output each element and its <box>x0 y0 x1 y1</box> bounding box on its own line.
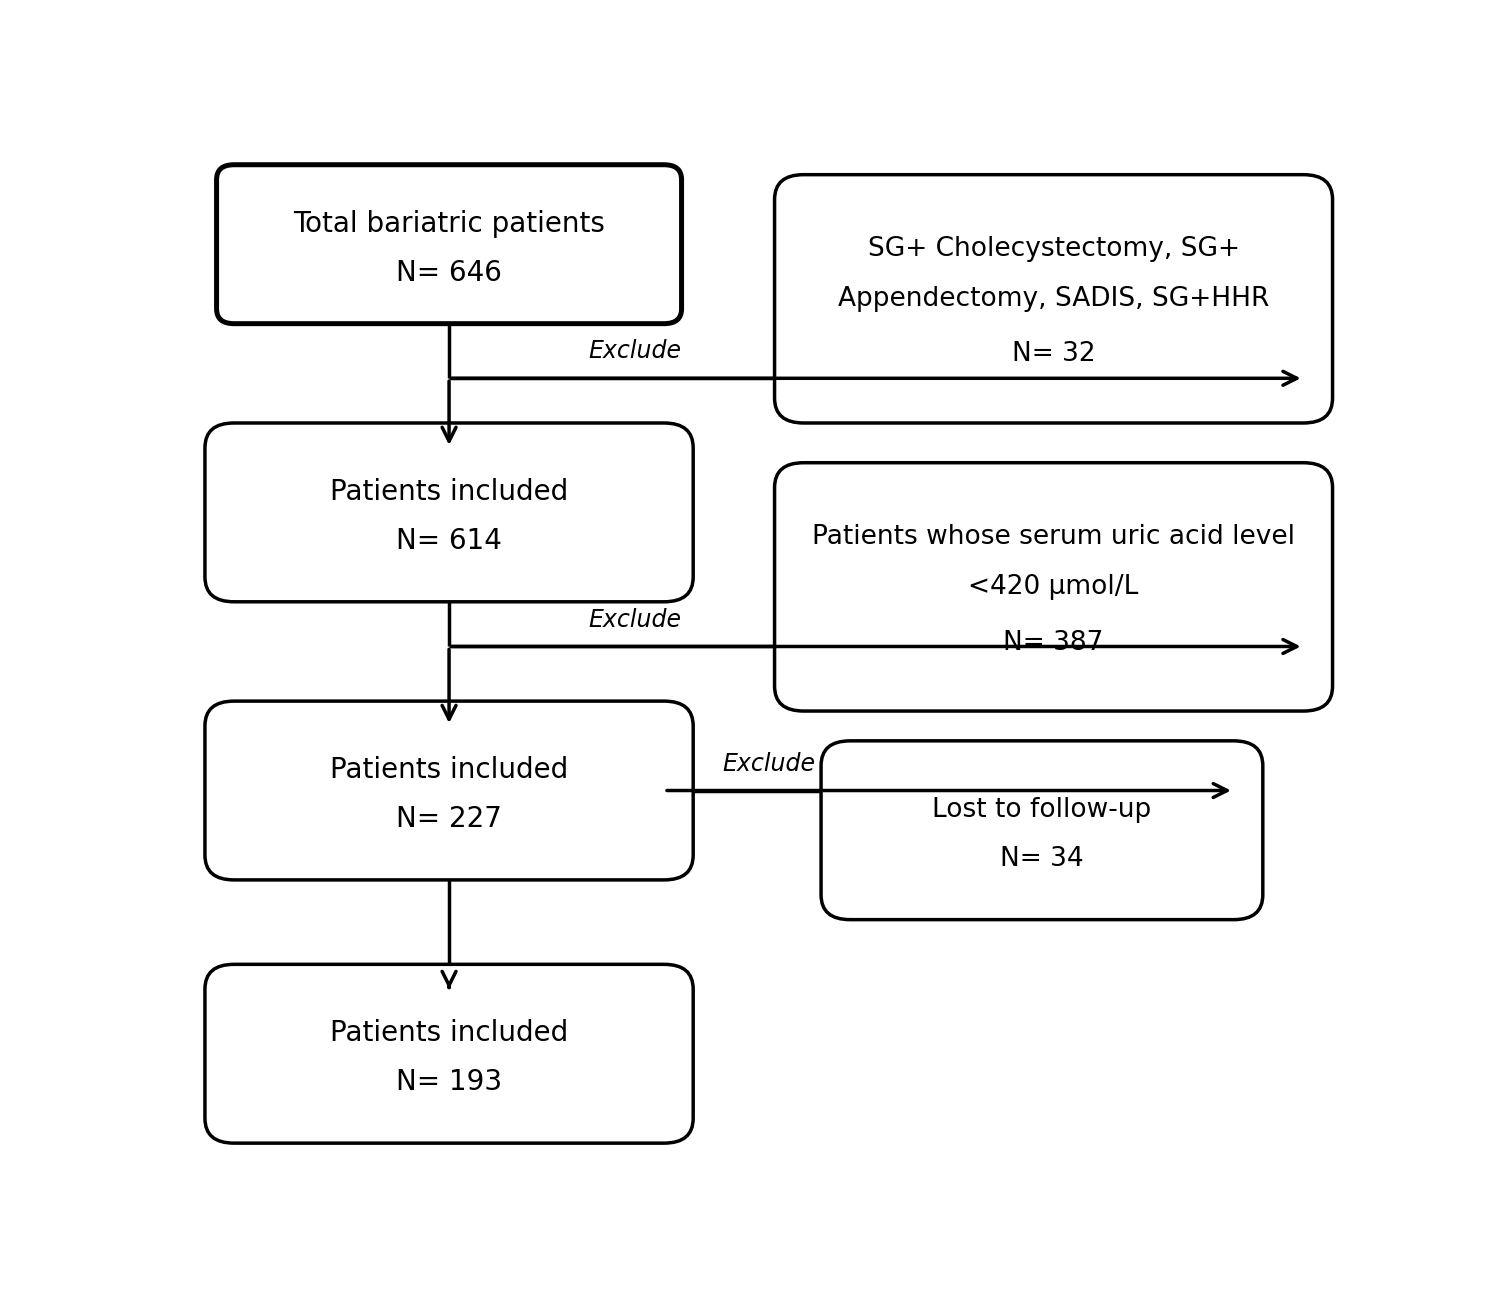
Text: Appendectomy, SADIS, SG+HHR: Appendectomy, SADIS, SG+HHR <box>839 286 1269 312</box>
Text: N= 193: N= 193 <box>396 1068 502 1096</box>
Text: N= 614: N= 614 <box>396 526 502 555</box>
Text: Patients included: Patients included <box>330 477 568 506</box>
Text: N= 32: N= 32 <box>1011 342 1095 368</box>
Text: Lost to follow-up: Lost to follow-up <box>933 797 1152 823</box>
FancyBboxPatch shape <box>206 423 693 601</box>
Text: Exclude: Exclude <box>588 339 681 364</box>
FancyBboxPatch shape <box>774 174 1332 423</box>
Text: Exclude: Exclude <box>723 752 816 775</box>
Text: N= 227: N= 227 <box>396 805 502 833</box>
Text: <420 μmol/L: <420 μmol/L <box>969 574 1138 600</box>
Text: Patients included: Patients included <box>330 1019 568 1047</box>
Text: Exclude: Exclude <box>588 608 681 632</box>
FancyBboxPatch shape <box>206 965 693 1143</box>
Text: Total bariatric patients: Total bariatric patients <box>292 209 604 237</box>
FancyBboxPatch shape <box>216 165 681 324</box>
Text: SG+ Cholecystectomy, SG+: SG+ Cholecystectomy, SG+ <box>867 236 1239 262</box>
FancyBboxPatch shape <box>821 740 1263 920</box>
Text: Patients whose serum uric acid level: Patients whose serum uric acid level <box>812 524 1294 551</box>
Text: N= 34: N= 34 <box>1000 846 1083 872</box>
Text: N= 387: N= 387 <box>1004 630 1104 655</box>
Text: Patients included: Patients included <box>330 756 568 784</box>
FancyBboxPatch shape <box>206 702 693 880</box>
FancyBboxPatch shape <box>774 463 1332 711</box>
Text: N= 646: N= 646 <box>396 258 502 286</box>
